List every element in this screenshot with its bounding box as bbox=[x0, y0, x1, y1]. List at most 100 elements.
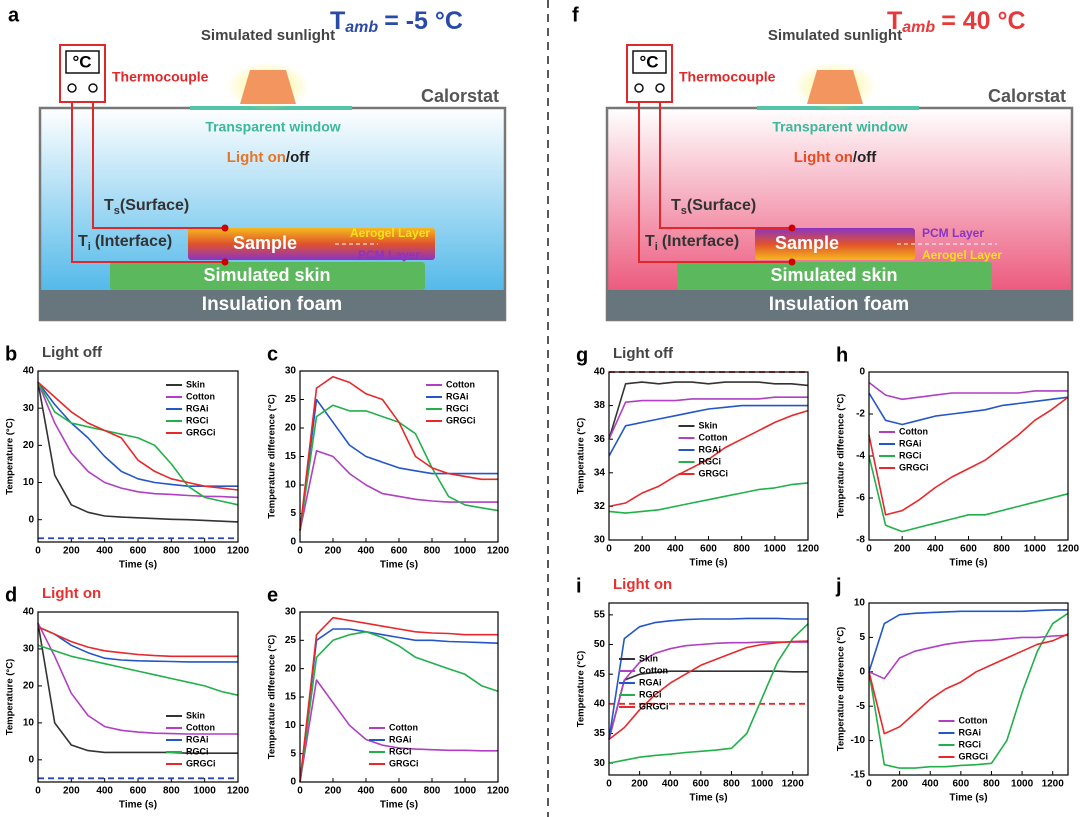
legend-label: Cotton bbox=[899, 426, 928, 436]
y-tick-label: -5 bbox=[856, 701, 865, 712]
diagram-title: Tamb = 40 °C bbox=[887, 7, 1026, 37]
x-tick-label: 0 bbox=[606, 779, 612, 790]
x-tick-label: 200 bbox=[325, 546, 342, 557]
legend-label: RGAi bbox=[959, 727, 982, 737]
x-tick-label: 1200 bbox=[782, 779, 805, 790]
series-line bbox=[608, 482, 809, 514]
series-line bbox=[868, 633, 1069, 735]
y-tick-label: 0 bbox=[290, 777, 296, 788]
x-tick-label: 200 bbox=[631, 779, 648, 790]
x-axis-label: Time (s) bbox=[380, 560, 418, 571]
y-axis-label: Temperature difference (°C) bbox=[267, 635, 278, 760]
legend-label: RGCi bbox=[899, 450, 922, 460]
y-tick-label: 40 bbox=[594, 367, 606, 378]
x-tick-label: 600 bbox=[960, 544, 977, 555]
plot-frame bbox=[608, 371, 809, 541]
x-tick-label: 400 bbox=[358, 546, 375, 557]
series-line bbox=[37, 644, 239, 696]
series-line bbox=[37, 381, 239, 506]
lamp bbox=[240, 70, 296, 104]
series-line bbox=[37, 622, 238, 754]
plot-frame bbox=[37, 611, 239, 783]
x-tick-label: 0 bbox=[606, 544, 612, 555]
window-label: Transparent window bbox=[772, 119, 907, 135]
sunlight-label: Simulated sunlight bbox=[768, 27, 902, 44]
plot-frame bbox=[608, 602, 809, 776]
panel-label: d bbox=[5, 584, 17, 606]
y-tick-label: 0 bbox=[290, 537, 296, 548]
x-tick-label: 600 bbox=[130, 786, 147, 797]
display bbox=[65, 50, 100, 74]
panel-label: g bbox=[576, 344, 588, 366]
interface-label: Ti (Interface) bbox=[645, 233, 739, 253]
y-tick-label: 20 bbox=[285, 663, 297, 674]
diagram: a Tamb = -5 °C Simulated sunlight Calorst… bbox=[8, 4, 507, 322]
y-tick-label: 5 bbox=[290, 508, 296, 519]
x-tick-label: 1000 bbox=[1024, 544, 1047, 555]
x-tick-label: 1200 bbox=[1057, 544, 1080, 555]
legend-label: RGAi bbox=[639, 677, 662, 687]
foam-label: Insulation foam bbox=[202, 294, 342, 315]
panel-label: c bbox=[267, 343, 278, 365]
y-tick-label: 34 bbox=[594, 467, 606, 478]
y-tick-label: -6 bbox=[856, 493, 865, 504]
surface-label: Ts(Surface) bbox=[104, 197, 189, 217]
x-axis-label: Time (s) bbox=[949, 793, 987, 804]
x-tick-label: 800 bbox=[424, 786, 441, 797]
x-tick-label: 800 bbox=[983, 779, 1000, 790]
x-tick-label: 1200 bbox=[487, 786, 510, 797]
legend-label: Cotton bbox=[186, 722, 215, 732]
unit: °C bbox=[639, 52, 658, 71]
chart-subtitle: Light on bbox=[42, 585, 101, 602]
series-line bbox=[608, 381, 809, 440]
y-axis-label: Temperature (°C) bbox=[576, 651, 587, 727]
series-line bbox=[299, 628, 499, 783]
series-line bbox=[868, 381, 1068, 401]
x-tick-label: 0 bbox=[35, 786, 41, 797]
series-line bbox=[868, 612, 1069, 769]
junction bbox=[221, 258, 229, 266]
panel-label: i bbox=[576, 575, 582, 597]
legend-label: GRGCi bbox=[639, 701, 669, 711]
series-line bbox=[868, 396, 1069, 516]
series-line bbox=[608, 404, 808, 457]
x-tick-label: 600 bbox=[391, 786, 408, 797]
y-tick-label: 5 bbox=[290, 748, 296, 759]
series-line bbox=[299, 616, 498, 783]
x-tick-label: 1200 bbox=[227, 546, 250, 557]
plot-frame bbox=[868, 371, 1069, 541]
legend-label: RGCi bbox=[186, 415, 209, 425]
interface-label: Ti (Interface) bbox=[78, 233, 172, 253]
layer-label: PCM Layer bbox=[922, 226, 984, 240]
y-tick-label: 5 bbox=[859, 632, 865, 643]
series-line bbox=[608, 640, 809, 741]
x-tick-label: 200 bbox=[894, 544, 911, 555]
unit: °C bbox=[72, 52, 91, 71]
y-tick-label: 55 bbox=[594, 610, 606, 621]
x-tick-label: 0 bbox=[35, 546, 41, 557]
y-tick-label: 25 bbox=[285, 394, 297, 405]
series-line bbox=[37, 381, 239, 491]
y-tick-label: 0 bbox=[28, 514, 34, 525]
x-tick-label: 1000 bbox=[1011, 779, 1034, 790]
y-tick-label: 0 bbox=[28, 754, 34, 765]
x-tick-label: 800 bbox=[424, 546, 441, 557]
x-tick-label: 400 bbox=[96, 546, 113, 557]
sunlight-label: Simulated sunlight bbox=[201, 27, 335, 44]
y-tick-label: 0 bbox=[859, 367, 865, 378]
y-tick-label: 30 bbox=[594, 535, 606, 546]
legend-label: RGAi bbox=[186, 403, 209, 413]
legend-label: Skin bbox=[639, 653, 658, 663]
x-tick-label: 800 bbox=[163, 546, 180, 557]
legend-label: RGAi bbox=[186, 734, 209, 744]
chart-subtitle: Light on bbox=[613, 576, 672, 593]
x-tick-label: 800 bbox=[163, 786, 180, 797]
legend-label: Cotton bbox=[699, 432, 728, 442]
legend-label: RGCi bbox=[639, 689, 662, 699]
y-tick-label: 30 bbox=[23, 644, 35, 655]
series-line bbox=[868, 392, 1069, 426]
x-tick-label: 1000 bbox=[454, 786, 477, 797]
y-tick-label: 0 bbox=[859, 666, 865, 677]
diagram: f Tamb = 40 °C Simulated sunlight Calorst… bbox=[572, 4, 1074, 322]
foam bbox=[607, 290, 1072, 320]
